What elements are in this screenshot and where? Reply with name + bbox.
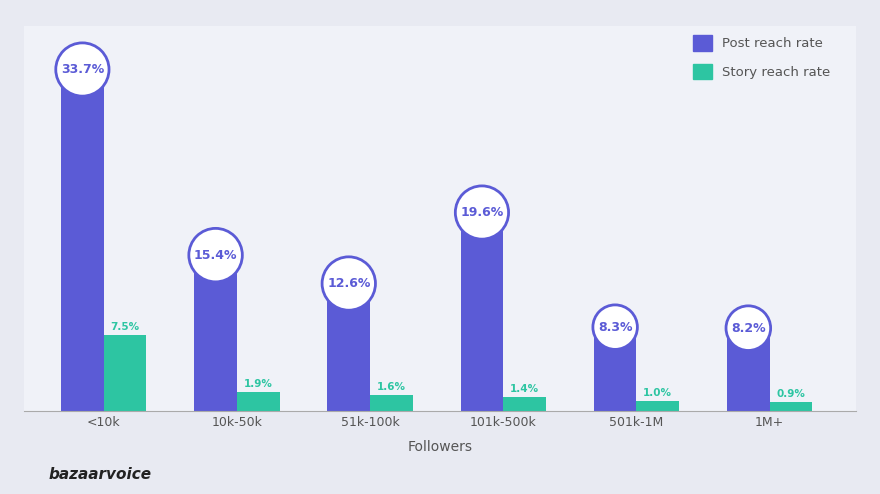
- Text: 1.9%: 1.9%: [244, 379, 273, 389]
- Bar: [727, 328, 770, 412]
- Text: 19.6%: 19.6%: [460, 206, 503, 219]
- Bar: [194, 255, 237, 412]
- Text: 12.6%: 12.6%: [327, 277, 370, 290]
- Text: 8.3%: 8.3%: [598, 321, 633, 333]
- Text: 8.2%: 8.2%: [731, 322, 766, 334]
- Text: 1.4%: 1.4%: [510, 384, 539, 394]
- Text: 1.0%: 1.0%: [643, 388, 672, 398]
- Bar: [370, 395, 413, 412]
- Text: 33.7%: 33.7%: [61, 63, 104, 76]
- Legend: Post reach rate, Story reach rate: Post reach rate, Story reach rate: [683, 25, 841, 89]
- Bar: [503, 397, 546, 412]
- Text: 7.5%: 7.5%: [111, 322, 140, 332]
- Text: 0.9%: 0.9%: [776, 389, 805, 399]
- Bar: [594, 327, 636, 412]
- Text: 1.6%: 1.6%: [377, 382, 406, 392]
- X-axis label: Followers: Followers: [407, 440, 473, 454]
- Text: 15.4%: 15.4%: [194, 248, 238, 262]
- Bar: [104, 335, 146, 412]
- Bar: [237, 392, 280, 412]
- Bar: [636, 401, 679, 412]
- Bar: [327, 284, 370, 412]
- Bar: [770, 402, 812, 412]
- Bar: [61, 70, 104, 412]
- Text: bazaarvoice: bazaarvoice: [48, 467, 151, 482]
- Bar: [460, 212, 503, 412]
